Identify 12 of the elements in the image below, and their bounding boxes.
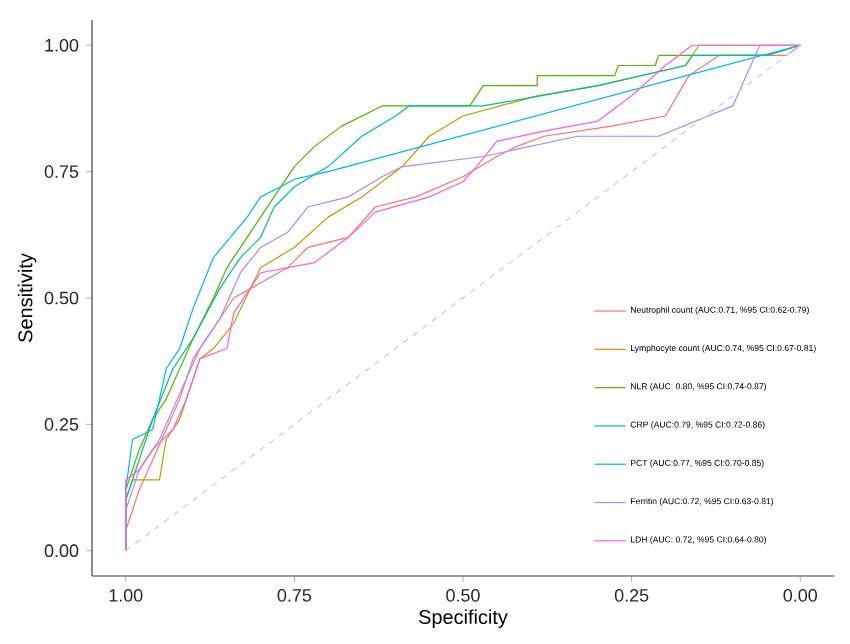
- y-tick-label: 0.50: [44, 291, 79, 305]
- x-tick-label: 0.50: [446, 589, 480, 602]
- y-axis-title: Sensitivity: [17, 253, 37, 342]
- x-axis-title: Specificity: [419, 609, 508, 628]
- x-tick-label: 0.75: [277, 589, 312, 602]
- x-tick-label: 0.25: [614, 589, 649, 602]
- x-tick-label: 1.00: [109, 589, 143, 602]
- y-tick-label: 0.25: [44, 418, 79, 431]
- y-tick-label: 0.75: [44, 165, 79, 178]
- y-tick-label: 0.00: [44, 544, 79, 558]
- y-tick-label: 1.00: [45, 38, 79, 52]
- x-tick-label: 0.00: [783, 589, 818, 602]
